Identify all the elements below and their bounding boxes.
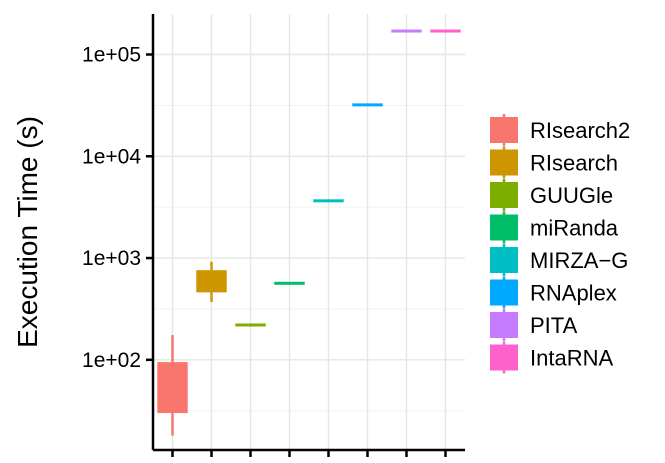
y-axis-title: Execution Time (s)	[12, 116, 43, 348]
legend-item: MIRZA−G	[490, 244, 628, 276]
legend-label: RIsearch2	[530, 118, 630, 143]
legend-label: GUUGle	[530, 183, 613, 208]
legend-label: RNAplex	[530, 281, 617, 306]
box	[430, 29, 461, 33]
legend: RIsearch2 RIsearch GUUGle miRanda MIRZA−G RNA…	[490, 114, 630, 374]
legend-item: RIsearch	[490, 146, 618, 179]
axes	[146, 14, 465, 457]
legend-key	[490, 312, 518, 338]
box	[391, 29, 422, 33]
legend-label: MIRZA−G	[530, 248, 628, 273]
box	[157, 362, 188, 414]
legend-label: PITA	[530, 313, 578, 338]
legend-item: GUUGle	[490, 179, 613, 211]
legend-item: miRanda	[490, 211, 619, 244]
y-tick-labels: 1e+02 1e+03 1e+04 1e+05	[82, 43, 141, 371]
box	[235, 323, 266, 327]
box	[313, 199, 344, 203]
y-tick-label: 1e+02	[82, 349, 141, 372]
legend-key	[490, 279, 518, 306]
legend-key	[490, 117, 518, 143]
legend-key	[490, 247, 518, 273]
y-tick-label: 1e+05	[82, 43, 141, 66]
boxes	[157, 29, 461, 436]
box	[274, 281, 305, 285]
legend-key	[490, 182, 518, 208]
legend-label: miRanda	[530, 216, 619, 241]
box	[352, 103, 383, 107]
legend-item: RIsearch2	[490, 114, 630, 146]
legend-item: RNAplex	[490, 276, 617, 309]
y-tick-label: 1e+03	[82, 247, 141, 270]
legend-item: PITA	[490, 309, 578, 341]
legend-label: RIsearch	[530, 151, 618, 176]
legend-label: IntaRNA	[530, 346, 613, 371]
box	[196, 270, 227, 293]
y-tick-label: 1e+04	[82, 145, 141, 168]
grid	[153, 14, 465, 450]
legend-key	[490, 149, 518, 176]
legend-key	[490, 214, 518, 241]
legend-key	[490, 344, 518, 371]
legend-item: IntaRNA	[490, 341, 613, 374]
